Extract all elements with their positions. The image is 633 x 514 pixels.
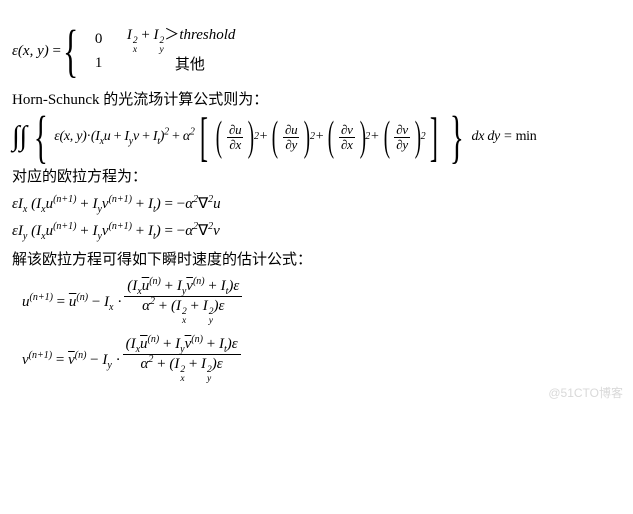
text-hs-intro: Horn-Schunck Horn-Schunck 的光流场计算公式则为：的光流…	[12, 88, 621, 109]
case2-condition: 其他	[127, 53, 205, 74]
partial-du-dx: ∂u∂x	[227, 123, 243, 152]
partial-du-dy: ∂u∂y	[283, 123, 299, 152]
dxdy: dx dy	[472, 129, 500, 145]
min-label: min	[516, 129, 537, 145]
equation-epsilon-cases: ε(x, y) = { 0 I2x + I2y＞threshold 1 其他	[12, 22, 621, 80]
partial-dv-dx: ∂v∂x	[339, 123, 355, 152]
text-solution-intro: 解该欧拉方程可得如下瞬时速度的估计公式：	[12, 248, 621, 269]
integrand-part1: ε(x, y)·(Ixu + Iyv + It)2 + α2	[54, 129, 194, 145]
curly-left: {	[34, 117, 48, 157]
case1-value: 0	[95, 31, 109, 48]
watermark-text: @51CTO博客	[548, 384, 623, 401]
cases-body: 0 I2x + I2y＞threshold 1 其他	[95, 27, 236, 75]
double-integral: ∫∫	[12, 127, 27, 147]
equation-u-iter: u(n+1) = u(n) − Ix · (Ixu(n) + Iyv(n) + …	[22, 277, 621, 327]
case2-value: 1	[95, 55, 109, 72]
partial-dv-dy: ∂v∂y	[394, 123, 410, 152]
text-euler-intro: 对应的欧拉方程为：	[12, 165, 621, 186]
equation-euler-u: εIx (Ixu(n+1) + Iyv(n+1) + It) = −α2∇2u	[12, 194, 621, 213]
equation-v-iter: v(n+1) = v(n) − Iy · (Ixu(n) + Iyv(n) + …	[22, 335, 621, 385]
eps-lhs: ε(x, y) =	[12, 43, 61, 60]
left-brace: {	[63, 22, 78, 80]
v-fraction: (Ixu(n) + Iyv(n) + It)ε α2 + (I2x + I2y)…	[123, 335, 241, 385]
bracket-left: [	[199, 117, 207, 157]
equation-energy-functional: ∫∫ { ε(x, y)·(Ixu + Iyv + It)2 + α2 [ (∂…	[12, 117, 621, 157]
equation-euler-v: εIy (Ixu(n+1) + Iyv(n+1) + It) = −α2∇2v	[12, 221, 621, 240]
u-fraction: (Ixu(n) + Iyv(n) + It)ε α2 + (I2x + I2y)…	[124, 277, 242, 327]
bracket-right: ]	[430, 117, 438, 157]
curly-right: }	[450, 117, 464, 157]
